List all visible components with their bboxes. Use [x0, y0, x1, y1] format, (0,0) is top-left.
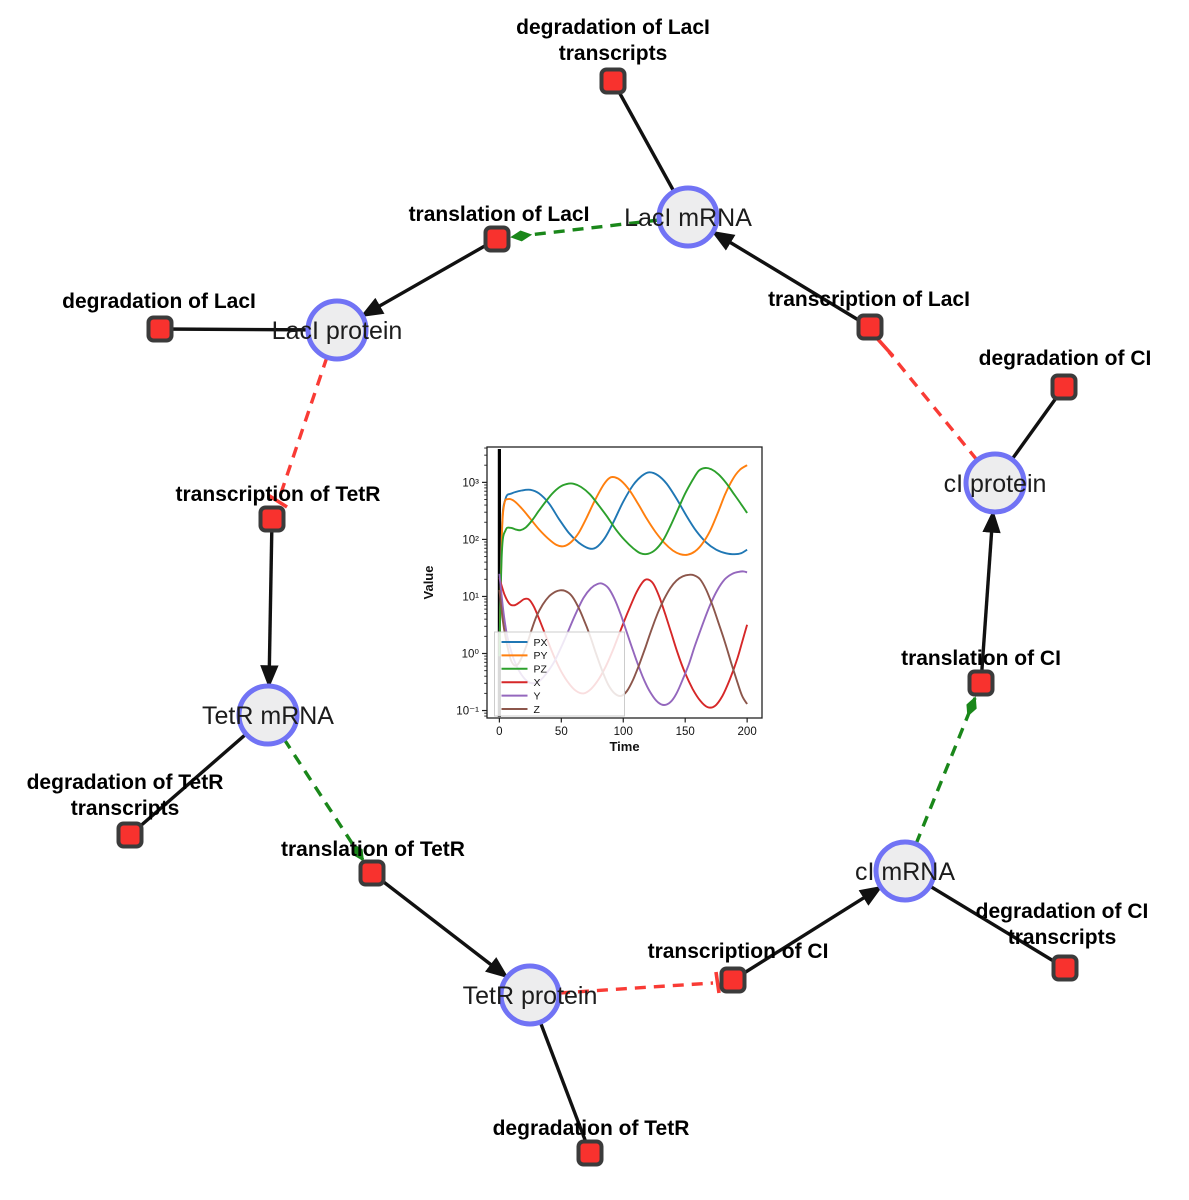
chart-ylabel: Value	[421, 566, 436, 600]
reaction-label-translation-laci: translation of LacI	[409, 203, 590, 226]
reaction-label-transcription-laci: transcription of LacI	[768, 288, 970, 311]
y-tick-label: 10³	[462, 477, 479, 489]
reaction-node-translation-ci	[967, 669, 995, 697]
legend-box	[494, 631, 625, 717]
chart-border	[486, 446, 763, 719]
species-label-tetr-mrna: TetR mRNA	[202, 702, 334, 730]
reaction-label-transcription-tetr: transcription of TetR	[176, 483, 381, 506]
edge-translation-laci--laci-protein	[360, 237, 498, 318]
reaction-node-degradation-laci	[146, 315, 174, 343]
species-node-laci-protein	[305, 298, 369, 362]
edges-layer	[128, 80, 1066, 1154]
edge-transcription-ci--ci-mrna	[732, 885, 883, 982]
reaction-node-degradation-laci-transcripts	[599, 67, 627, 95]
edge-translation-tetr--tetr-protein	[370, 871, 509, 979]
y-tick-label: 10²	[462, 534, 479, 546]
reaction-label-degradation-ci: degradation of CI	[979, 347, 1152, 370]
species-label-tetr-protein: TetR protein	[463, 982, 598, 1010]
legend-label-PZ: PZ	[534, 664, 548, 676]
y-tick-label: 10⁰	[462, 648, 480, 660]
species-label-laci-mrna: LacI mRNA	[624, 204, 752, 232]
species-node-ci-mrna	[873, 839, 937, 903]
x-tick-label: 200	[738, 726, 757, 738]
reaction-label-transcription-ci: transcription of CI	[648, 940, 829, 963]
legend-label-Y: Y	[534, 690, 541, 702]
reaction-node-degradation-ci-transcripts	[1051, 954, 1079, 982]
reaction-label-degradation-tetr-transcripts: degradation of TetR transcripts	[27, 771, 224, 820]
reaction-node-degradation-ci	[1050, 373, 1078, 401]
legend-label-PX: PX	[534, 637, 548, 649]
chart-series-PY	[498, 464, 748, 657]
legend-label-X: X	[534, 677, 541, 689]
reaction-node-degradation-tetr-transcripts	[116, 821, 144, 849]
y-tick-label: 10⁻¹	[456, 706, 479, 718]
reaction-node-transcription-laci	[856, 313, 884, 341]
species-label-ci-mrna: cI mRNA	[855, 858, 955, 886]
chart-series-PZ	[498, 466, 748, 657]
reaction-label-degradation-ci-transcripts: degradation of CI transcripts	[976, 900, 1149, 949]
legend-label-Z: Z	[534, 704, 541, 716]
chart-series-X	[498, 577, 749, 709]
edge-transcription-tetr--tetr-mrna	[260, 518, 279, 689]
edge-ci-mrna--translation-ci	[914, 696, 977, 845]
reaction-label-translation-ci: translation of CI	[901, 647, 1061, 670]
edge-tetr-mrna--translation-tetr	[282, 738, 365, 862]
edge-transcription-laci--laci-mrna	[711, 230, 871, 329]
inhibition-bar-tetr-protein--transcription-ci	[714, 971, 721, 994]
nodes-layer: LacI mRNA LacI protein TetR mRNA TetR prote…	[27, 16, 1152, 1167]
species-label-ci-protein: cI protein	[944, 470, 1047, 498]
x-tick-label: 100	[614, 726, 633, 738]
edge-ci-protein--transcription-laci	[887, 350, 979, 462]
x-tick-label: 150	[676, 726, 695, 738]
reaction-node-translation-tetr	[358, 859, 386, 887]
edge-translation-ci--ci-protein	[979, 509, 1001, 684]
reaction-label-degradation-laci-transcripts: degradation of LacI transcripts	[516, 16, 710, 65]
species-node-laci-mrna	[656, 185, 720, 249]
species-label-laci-protein: LacI protein	[272, 317, 403, 345]
legend-label-PY: PY	[534, 650, 548, 662]
species-node-tetr-protein	[498, 963, 562, 1027]
inhibition-bar-laci-protein--transcription-tetr	[267, 493, 288, 509]
reaction-label-degradation-laci: degradation of LacI	[62, 290, 256, 313]
reaction-node-transcription-tetr	[258, 505, 286, 533]
reaction-node-transcription-ci	[719, 966, 747, 994]
x-tick-label: 50	[555, 726, 568, 738]
inset-timeseries-chart: 0 50 100 150 20010³10²10¹10⁰10⁻¹TimeValuePXP…	[421, 446, 763, 754]
species-node-ci-protein	[963, 451, 1027, 515]
x-tick-label: 0	[496, 726, 502, 738]
chart-xlabel: Time	[609, 739, 639, 754]
chart-series-PX	[498, 471, 748, 657]
species-node-tetr-mrna	[236, 683, 300, 747]
reaction-node-degradation-tetr	[576, 1139, 604, 1167]
reaction-label-translation-tetr: translation of TetR	[281, 838, 465, 861]
y-tick-label: 10¹	[462, 591, 479, 603]
reaction-label-degradation-tetr: degradation of TetR	[493, 1117, 690, 1140]
edge-laci-protein--transcription-tetr	[277, 356, 329, 500]
reaction-node-translation-laci	[483, 225, 511, 253]
edge-laci-mrna--translation-laci	[510, 218, 660, 242]
edge-tetr-protein--transcription-ci	[558, 981, 714, 995]
